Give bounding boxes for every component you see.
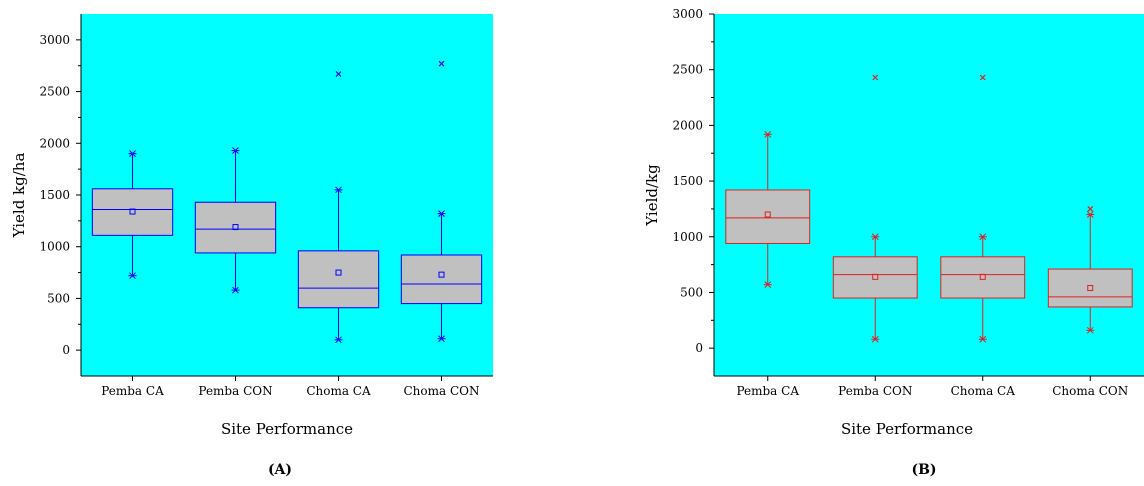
outlier-marker [979,74,986,81]
outlier-marker [335,71,342,77]
interquartile-box [940,256,1026,299]
box-pemba-ca [725,130,811,289]
box-choma-con [1047,205,1133,334]
mean-marker [129,208,136,215]
min-marker [979,335,987,343]
mean-marker [438,271,445,278]
max-marker [979,233,987,241]
max-marker [129,150,136,157]
mean-marker [764,211,771,218]
panel-caption: (B) [911,462,936,478]
max-marker [871,233,879,241]
y-tick-label: 3000 [39,33,70,47]
box-pemba-con [194,147,277,294]
mean-marker [1087,285,1094,292]
y-tick-label: 2000 [39,136,70,150]
interquartile-box [91,188,174,236]
x-tick-label: Pemba CON [838,384,912,398]
y-tick-label: 1000 [672,230,703,244]
y-tick-label: 3000 [672,7,703,21]
interquartile-box [194,201,277,254]
min-marker [871,335,879,343]
outlier-marker [872,74,879,81]
interquartile-box [832,256,918,299]
mean-marker [872,273,879,280]
x-tick-label: Pemba CON [198,384,272,398]
chart-panel-b: 0 500 1000 1500 2000 2500 3000 Pemba CA Pemba CO… [643,7,1144,478]
y-tick-label: 500 [47,291,70,305]
y-tick-label: 1500 [39,188,70,202]
max-marker [438,210,445,217]
y-tick-label: 500 [680,285,703,299]
y-tick-label: 2500 [672,63,703,77]
min-marker [129,272,136,280]
outlier-marker [1087,205,1094,212]
max-marker [1086,211,1094,218]
interquartile-box [297,250,380,309]
y-axis-title: Yield kg/ha [10,153,28,239]
y-tick-label: 2500 [39,85,70,99]
box-pemba-con [832,74,918,343]
box-choma-ca [297,71,380,344]
y-tick-label: 1000 [39,240,70,254]
panel-caption: (A) [268,462,292,478]
y-tick-label: 1500 [672,174,703,188]
min-marker [1086,326,1094,334]
x-axis-title: Site Performance [841,420,973,438]
x-tick-label: Choma CA [306,384,371,398]
min-marker [764,281,772,289]
min-marker [438,335,445,343]
max-marker [232,147,239,154]
max-marker [335,186,342,194]
min-marker [232,286,239,294]
mean-marker [232,224,239,231]
box-pemba-ca [91,150,174,280]
x-tick-label: Choma CON [403,384,479,398]
interquartile-box [400,254,483,305]
x-tick-label: Choma CA [951,384,1016,398]
x-tick-label: Choma CON [1052,384,1128,398]
y-tick-label: 0 [62,343,70,357]
min-marker [335,336,342,344]
mean-marker [335,269,342,276]
x-axis-title: Site Performance [221,420,353,438]
mean-marker [979,273,986,280]
chart-panel-a: 0 500 1000 1500 2000 2500 3000 Pemba CA Pemba CO… [10,14,493,478]
y-tick-label: 0 [695,341,703,355]
outlier-marker [438,60,445,67]
box-choma-ca [940,74,1026,343]
interquartile-box [1047,268,1133,308]
x-tick-label: Pemba CA [736,384,799,398]
box-choma-con [400,60,483,343]
x-tick-label: Pemba CA [101,384,164,398]
max-marker [764,130,772,138]
y-tick-label: 2000 [672,118,703,132]
y-axis-title: Yield/kg [643,164,661,227]
